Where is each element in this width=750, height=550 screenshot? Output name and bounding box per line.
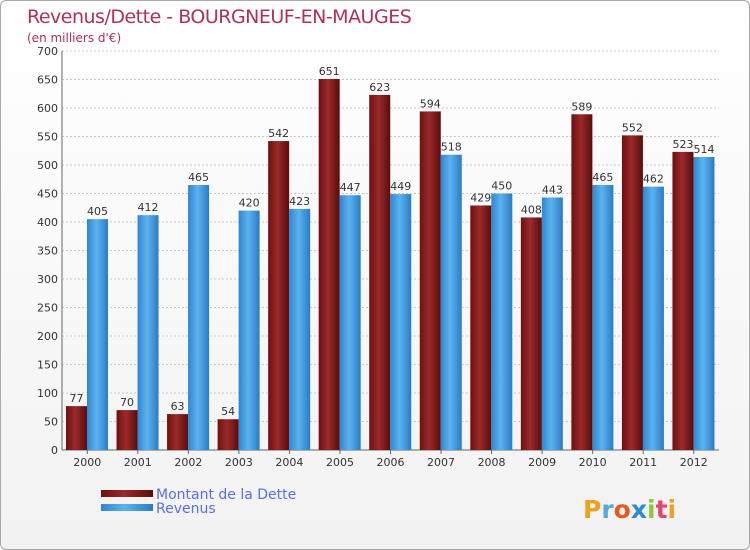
data-label-revenus: 465 xyxy=(592,171,613,184)
data-labels: 77 405 70 412 63 465 54 420 542 423 651 447 623 449 59… xyxy=(70,65,715,418)
bar-revenus xyxy=(491,193,513,450)
y-tick-label: 500 xyxy=(37,159,58,172)
bar-revenus xyxy=(693,157,715,450)
bar-debt xyxy=(419,111,441,451)
y-tick-label: 450 xyxy=(37,188,58,201)
y-axis: 0 50 100 150 200 250 300 350 400 450 500 550 600 650 7… xyxy=(37,45,719,457)
y-tick-label: 650 xyxy=(37,74,58,87)
data-label-revenus: 449 xyxy=(390,180,411,193)
x-tick-label: 2006 xyxy=(377,456,405,469)
bar-debt xyxy=(470,205,492,450)
y-tick-label: 400 xyxy=(37,216,58,229)
data-label-revenus: 462 xyxy=(643,173,664,186)
x-tick-label: 2011 xyxy=(629,456,657,469)
x-tick-label: 2012 xyxy=(680,456,708,469)
bar-revenus xyxy=(541,197,563,450)
x-tick-label: 2010 xyxy=(579,456,607,469)
legend-swatch-debt xyxy=(101,490,153,497)
x-tick-label: 2004 xyxy=(275,456,303,469)
y-tick-label: 100 xyxy=(37,387,58,400)
bar-debt xyxy=(621,135,643,451)
y-tick-label: 50 xyxy=(44,416,58,429)
bar-revenus xyxy=(592,184,614,450)
data-label-debt: 594 xyxy=(420,97,441,110)
y-tick-label: 250 xyxy=(37,302,58,315)
x-tick-label: 2008 xyxy=(478,456,506,469)
x-tick-label: 2007 xyxy=(427,456,455,469)
bar-revenus xyxy=(642,186,664,450)
y-tick-label: 200 xyxy=(37,330,58,343)
data-label-debt: 552 xyxy=(622,121,643,134)
data-label-revenus: 420 xyxy=(239,197,260,210)
bar-revenus xyxy=(289,208,311,450)
bar-debt xyxy=(116,410,138,450)
data-label-revenus: 423 xyxy=(289,195,310,208)
data-label-debt: 70 xyxy=(120,396,134,409)
bar-revenus xyxy=(339,195,361,450)
data-label-debt: 77 xyxy=(70,392,84,405)
proxiti-logo: Proxiti xyxy=(583,495,676,524)
bar-debt xyxy=(217,419,239,450)
data-label-debt: 623 xyxy=(369,81,390,94)
data-label-debt: 54 xyxy=(221,405,235,418)
bar-revenus xyxy=(238,210,260,450)
chart-subtitle: (en milliers d'€) xyxy=(27,31,121,45)
bar-debt xyxy=(571,114,593,451)
legend: Montant de la Dette Revenus xyxy=(101,487,296,517)
x-tick-label: 2009 xyxy=(528,456,556,469)
y-tick-label: 550 xyxy=(37,131,58,144)
bar-debt xyxy=(369,94,391,450)
data-label-revenus: 465 xyxy=(188,171,209,184)
y-tick-label: 600 xyxy=(37,102,58,115)
bar-debt xyxy=(268,141,290,450)
bar-revenus xyxy=(440,154,462,451)
legend-swatch-revenus xyxy=(101,504,153,511)
bar-debt xyxy=(167,414,189,450)
bar-revenus xyxy=(137,215,159,450)
bars xyxy=(66,78,715,451)
data-label-revenus: 443 xyxy=(542,183,563,196)
data-label-revenus: 405 xyxy=(87,205,108,218)
legend-label-debt: Montant de la Dette xyxy=(156,487,296,503)
chart-title: Revenus/Dette - BOURGNEUF-EN-MAUGES xyxy=(27,6,411,28)
y-tick-label: 300 xyxy=(37,273,58,286)
svg-text:Proxiti: Proxiti xyxy=(583,495,676,524)
y-tick-label: 150 xyxy=(37,359,58,372)
bar-debt xyxy=(672,151,694,450)
bar-debt xyxy=(66,406,87,450)
x-tick-label: 2003 xyxy=(225,456,253,469)
data-label-debt: 408 xyxy=(521,203,542,216)
y-tick-label: 700 xyxy=(37,45,58,58)
bar-revenus xyxy=(188,184,210,450)
x-tick-label: 2000 xyxy=(73,456,101,469)
x-tick-label: 2005 xyxy=(326,456,354,469)
y-tick-label: 0 xyxy=(51,444,58,457)
data-label-debt: 523 xyxy=(672,138,693,151)
data-label-revenus: 518 xyxy=(441,141,462,154)
data-label-revenus: 514 xyxy=(693,143,714,156)
bar-debt xyxy=(318,78,340,451)
x-tick-label: 2002 xyxy=(174,456,202,469)
data-label-revenus: 450 xyxy=(491,180,512,193)
data-label-revenus: 447 xyxy=(340,181,361,194)
bar-revenus xyxy=(87,219,108,450)
data-label-revenus: 412 xyxy=(138,201,159,214)
y-tick-label: 350 xyxy=(37,245,58,258)
legend-label-revenus: Revenus xyxy=(156,501,216,517)
bar-debt xyxy=(520,217,542,450)
data-label-debt: 429 xyxy=(470,191,491,204)
bar-revenus xyxy=(390,194,412,450)
x-axis: 2000 2001 2002 2003 2004 2005 2006 2007 2008 2009… xyxy=(73,450,708,469)
x-tick-label: 2001 xyxy=(124,456,152,469)
data-label-debt: 589 xyxy=(571,100,592,113)
data-label-debt: 63 xyxy=(171,400,185,413)
data-label-debt: 542 xyxy=(268,127,289,140)
data-label-debt: 651 xyxy=(319,65,340,78)
